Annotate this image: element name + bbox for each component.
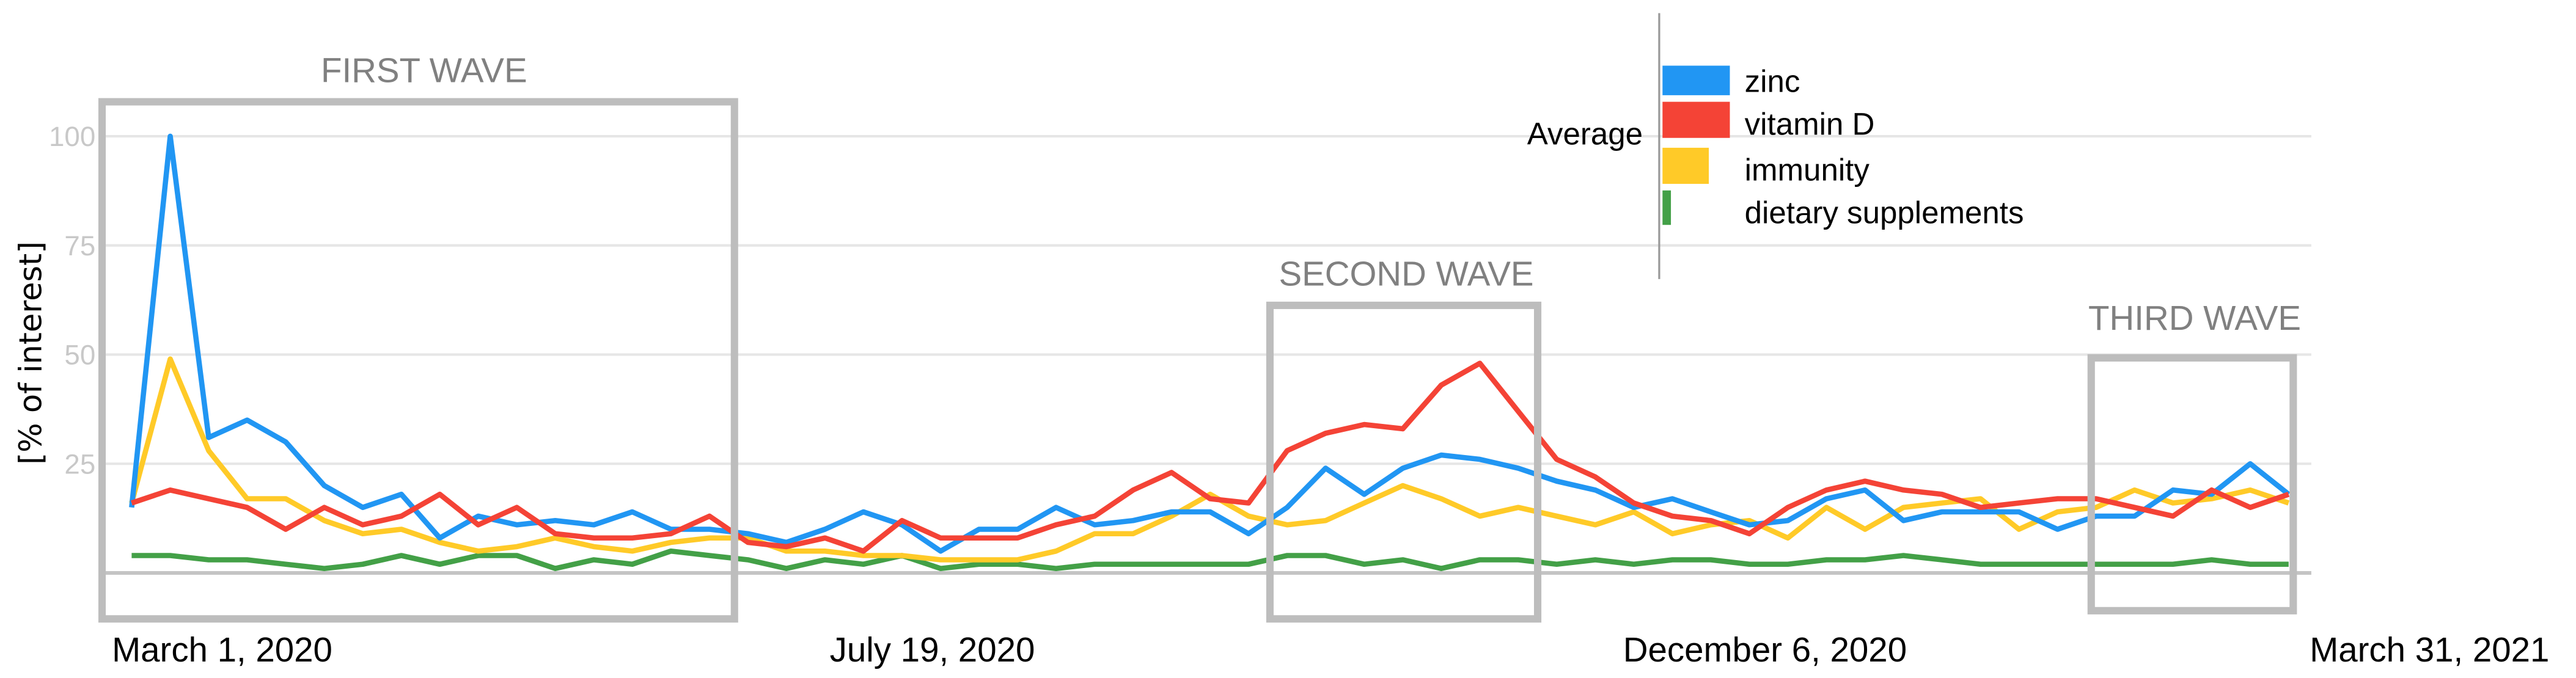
legend-average-bar bbox=[1662, 190, 1671, 225]
x-axis-ticks: March 1, 2020 July 19, 2020 December 6, 20… bbox=[112, 630, 2549, 669]
y-tick-label: 75 bbox=[64, 230, 95, 261]
legend-entry: zinc bbox=[1745, 64, 1800, 99]
wave-annotations: FIRST WAVE SECOND WAVE THIRD WAVE bbox=[98, 51, 2301, 623]
y-axis-label: [% of interest] bbox=[13, 241, 50, 465]
x-tick-label: March 1, 2020 bbox=[112, 630, 332, 669]
legend-entry: dietary supplements bbox=[1745, 195, 2024, 230]
legend: Average zinc vitamin D immunity dietary sup… bbox=[1527, 13, 2024, 279]
legend-entry: vitamin D bbox=[1745, 106, 1875, 141]
legend-entry: immunity bbox=[1745, 153, 1870, 188]
wave-box bbox=[1266, 301, 1542, 623]
wave-label: THIRD WAVE bbox=[2088, 299, 2301, 337]
x-tick-label: December 6, 2020 bbox=[1623, 630, 1907, 669]
wave-box bbox=[98, 98, 738, 623]
series-line-dietary-supplements bbox=[131, 548, 2289, 572]
x-tick-label: July 19, 2020 bbox=[830, 630, 1035, 669]
y-axis-ticks: 25 50 75 100 bbox=[49, 121, 95, 479]
series-lines bbox=[129, 133, 2291, 572]
gridlines bbox=[102, 135, 2311, 575]
wave-box bbox=[2087, 354, 2297, 614]
legend-average-bar bbox=[1662, 101, 1730, 138]
x-tick-label: March 31, 2021 bbox=[2310, 630, 2549, 669]
legend-title: Average bbox=[1527, 117, 1643, 151]
y-tick-label: 50 bbox=[64, 340, 95, 371]
y-tick-label: 25 bbox=[64, 448, 95, 479]
series-line-vitamin-d bbox=[131, 360, 2290, 554]
wave-label: SECOND WAVE bbox=[1279, 255, 1533, 293]
legend-average-bar bbox=[1662, 147, 1709, 184]
y-tick-label: 100 bbox=[49, 121, 95, 152]
wave-label: FIRST WAVE bbox=[321, 51, 527, 89]
series-line-immunity bbox=[129, 356, 2290, 563]
legend-average-bar bbox=[1662, 65, 1730, 95]
